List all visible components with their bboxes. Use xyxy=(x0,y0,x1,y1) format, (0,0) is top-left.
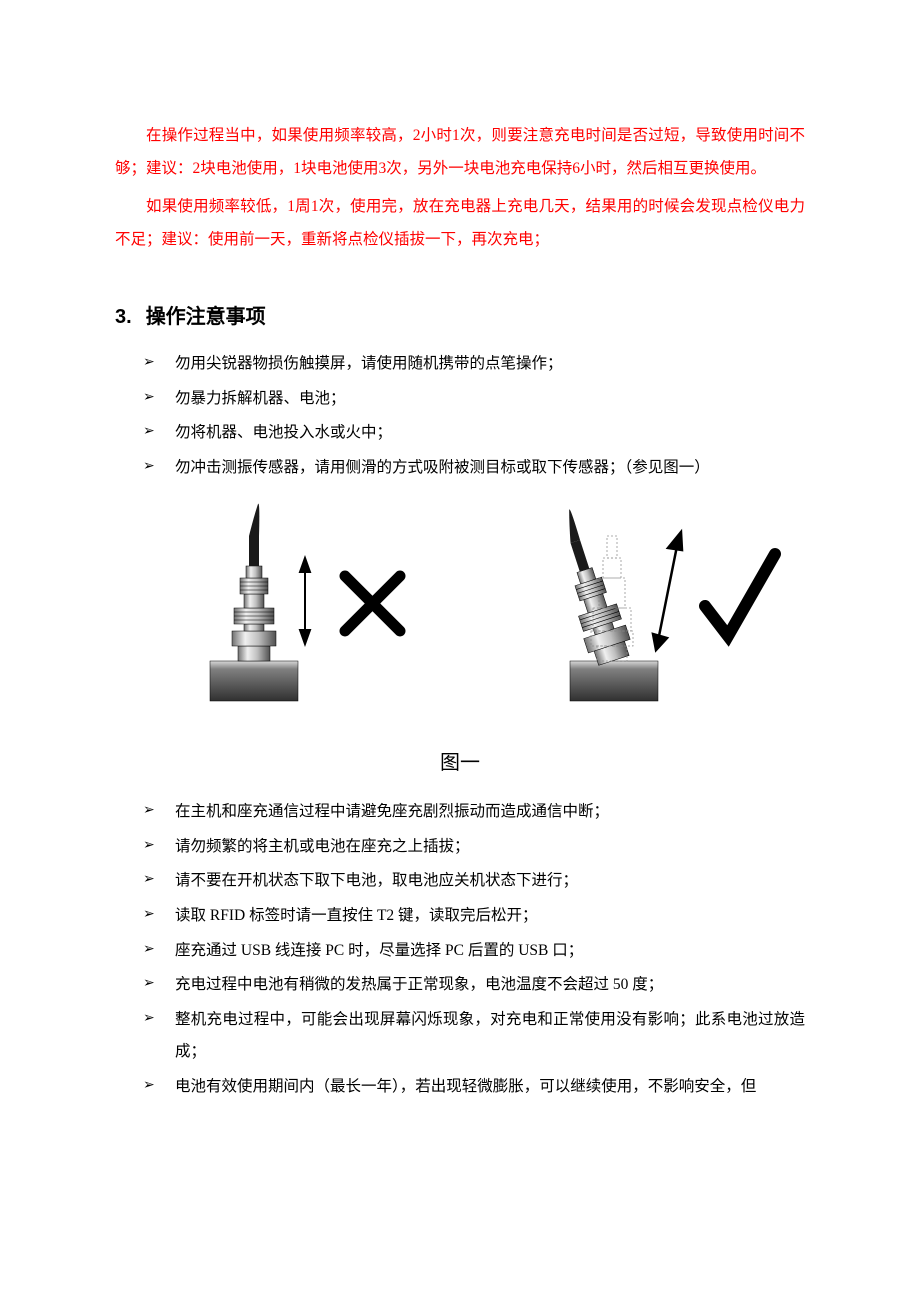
list-item: 座充通过 USB 线连接 PC 时，尽量选择 PC 后置的 USB 口； xyxy=(143,935,805,968)
list-item: 勿暴力拆解机器、电池； xyxy=(143,383,805,416)
intro-paragraph-1: 在操作过程当中，如果使用频率较高，2小时1次，则要注意充电时间是否过短，导致使用… xyxy=(115,120,805,185)
list-item: 电池有效使用期间内（最长一年），若出现轻微膨胀，可以继续使用，不影响安全，但 xyxy=(143,1071,805,1104)
list-item: 勿冲击测振传感器，请用侧滑的方式吸附被测目标或取下传感器；（参见图一） xyxy=(143,452,805,485)
figure-caption: 图一 xyxy=(115,742,805,784)
list-item: 读取 RFID 标签时请一直按住 T2 键，读取完后松开； xyxy=(143,900,805,933)
list-item: 在主机和座充通信过程中请避免座充剧烈振动而造成通信中断； xyxy=(143,796,805,829)
list-item: 整机充电过程中，可能会出现屏幕闪烁现象，对充电和正常使用没有影响；此系电池过放造… xyxy=(143,1004,805,1069)
list-item: 勿用尖锐器物损伤触摸屏，请使用随机携带的点笔操作； xyxy=(143,348,805,381)
section-number: 3. xyxy=(115,306,132,328)
section-heading: 3. 操作注意事项 xyxy=(115,296,805,338)
precautions-list-lower: 在主机和座充通信过程中请避免座充剧烈振动而造成通信中断； 请勿频繁的将主机或电池… xyxy=(115,796,805,1103)
figure-one: 图一 xyxy=(115,496,805,784)
sensor-wrong-diagram xyxy=(120,496,540,706)
section-title: 操作注意事项 xyxy=(146,306,266,328)
list-item: 充电过程中电池有稍微的发热属于正常现象，电池温度不会超过 50 度； xyxy=(143,969,805,1002)
list-item: 请勿频繁的将主机或电池在座充之上插拔； xyxy=(143,831,805,864)
sensor-correct-diagram xyxy=(540,496,800,706)
list-item: 请不要在开机状态下取下电池，取电池应关机状态下进行； xyxy=(143,865,805,898)
precautions-list-upper: 勿用尖锐器物损伤触摸屏，请使用随机携带的点笔操作； 勿暴力拆解机器、电池； 勿将… xyxy=(115,348,805,484)
list-item: 勿将机器、电池投入水或火中； xyxy=(143,417,805,450)
intro-paragraph-2: 如果使用频率较低，1周1次，使用完，放在充电器上充电几天，结果用的时候会发现点检… xyxy=(115,191,805,256)
